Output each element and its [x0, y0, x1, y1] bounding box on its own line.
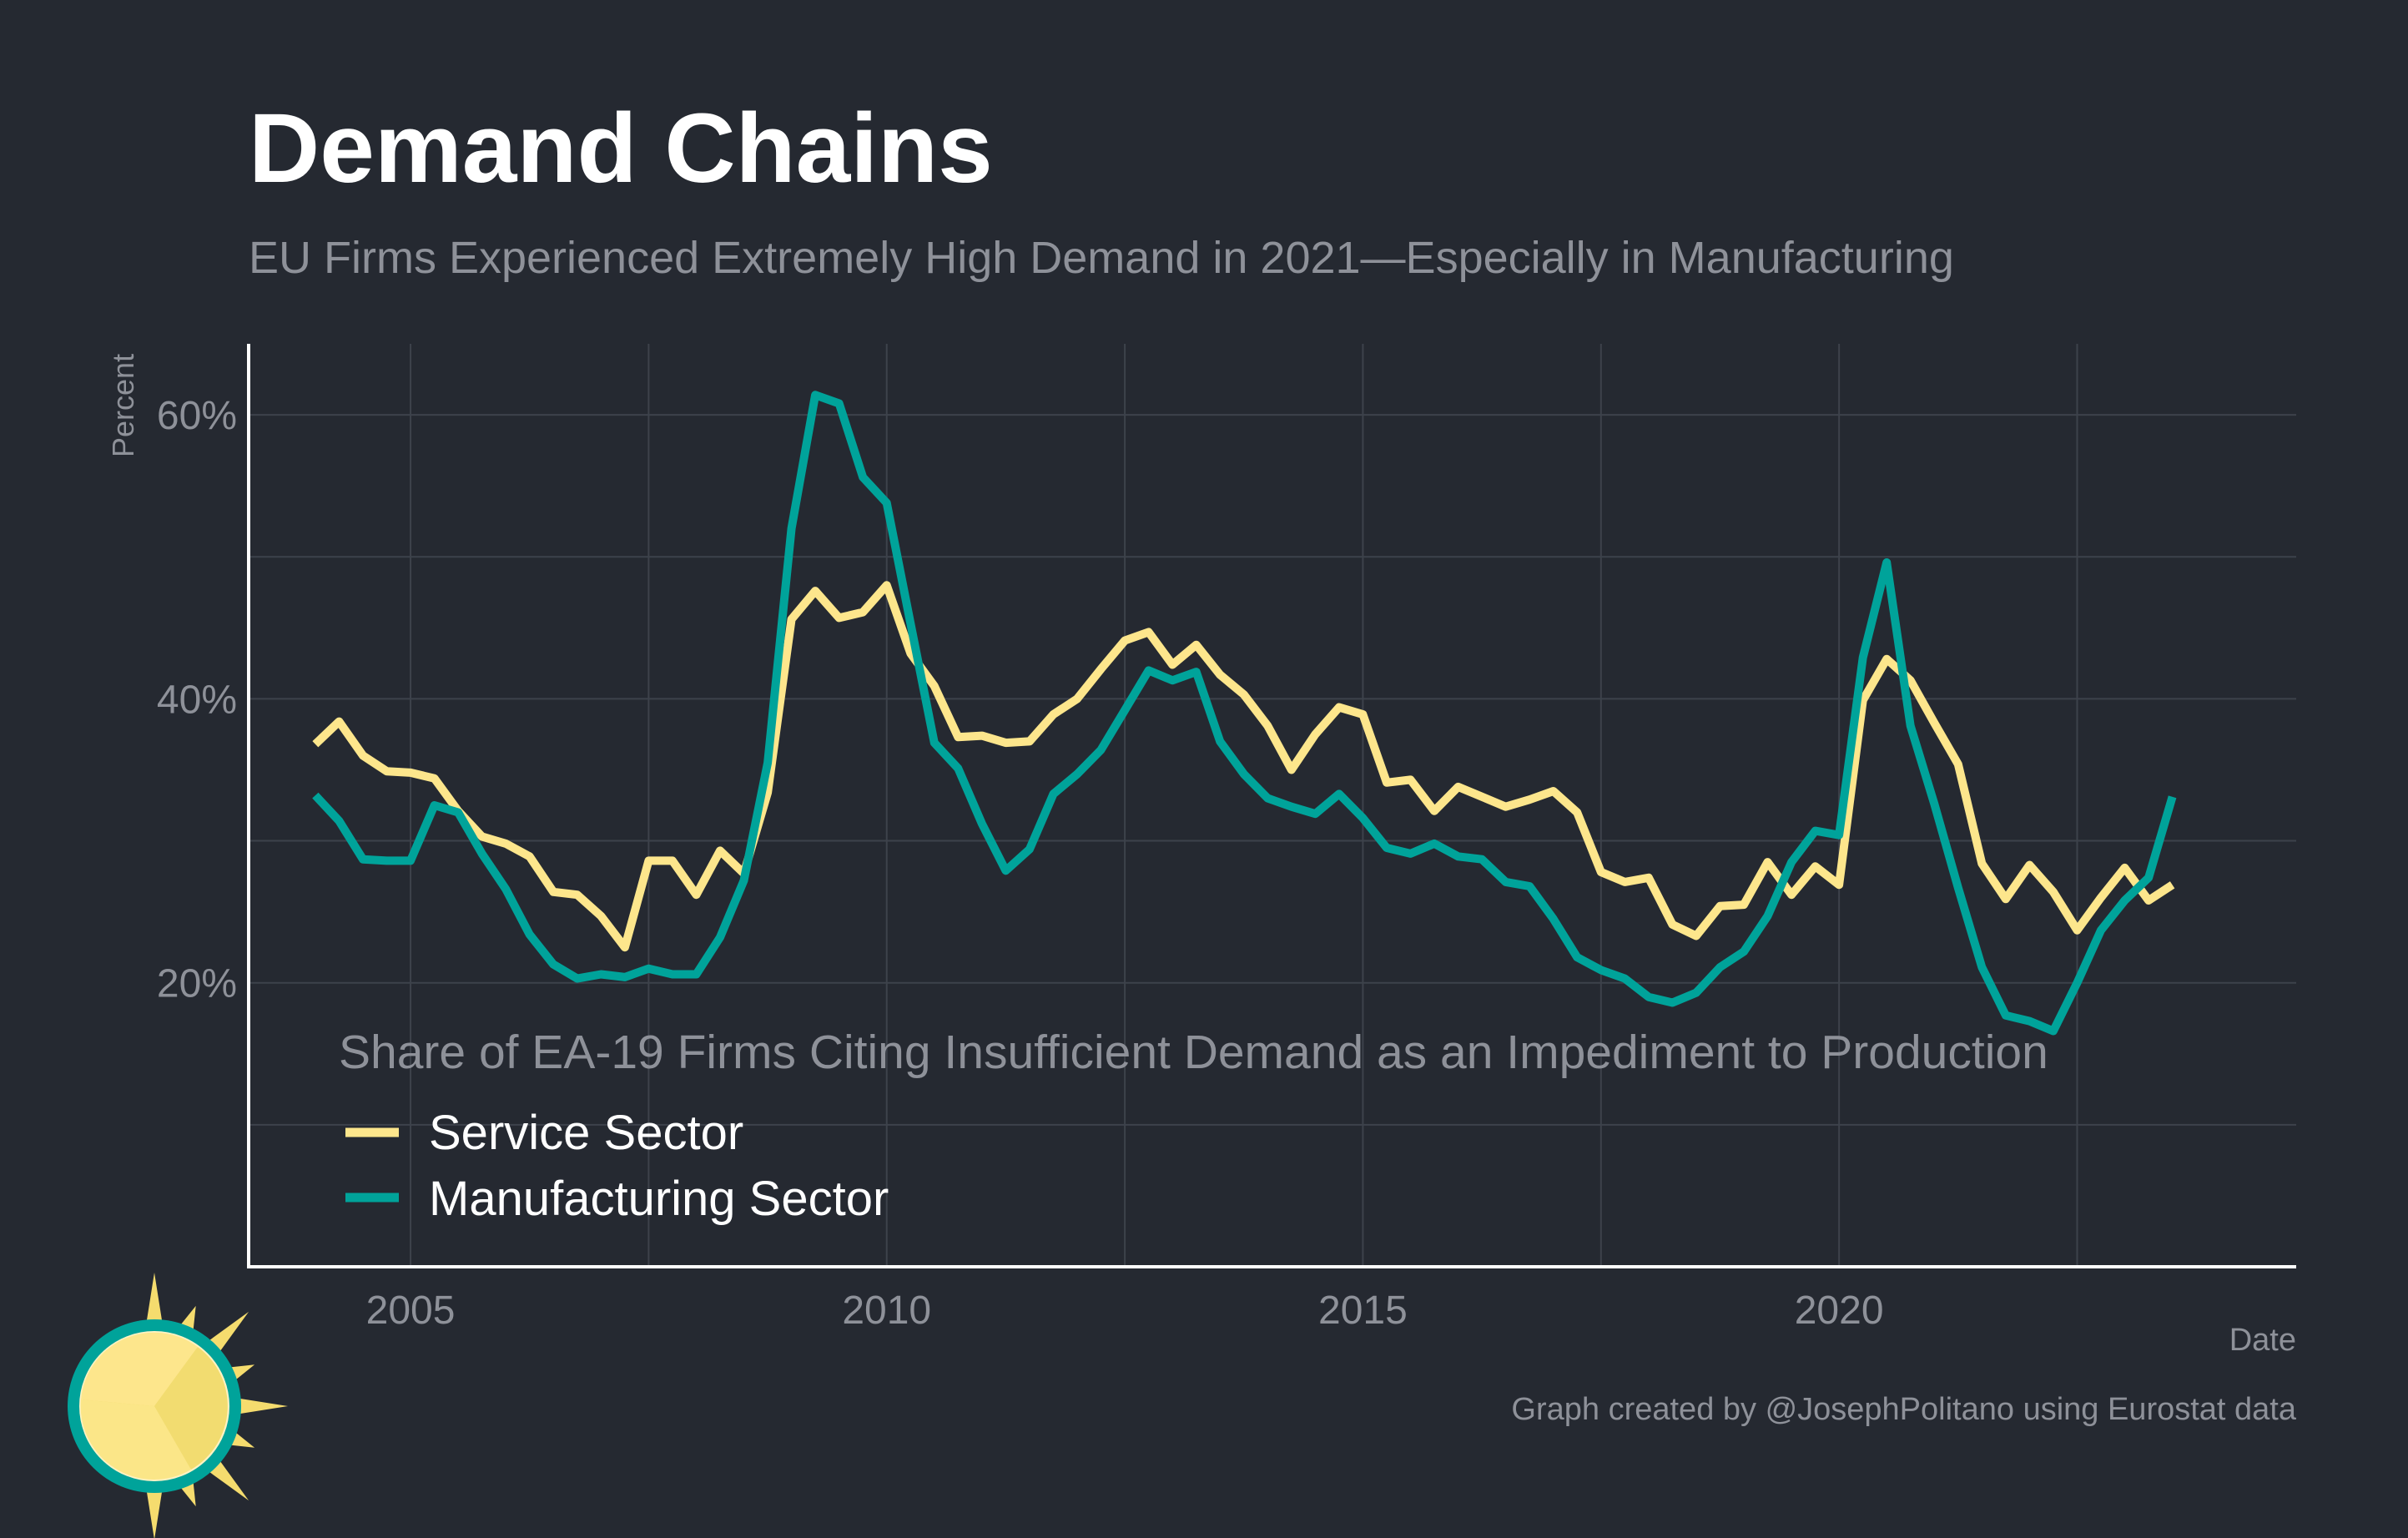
y-axis-title: Percent [106, 354, 140, 457]
y-tick-label: 20% [157, 962, 237, 1006]
legend-label-service: Service Sector [429, 1106, 743, 1160]
series-line-service [312, 581, 2175, 952]
sun-ray [145, 1273, 164, 1328]
sun-ray [233, 1397, 288, 1415]
legend-label-manufacturing: Manufacturing Sector [429, 1172, 889, 1226]
series-line-manufacturing [312, 391, 2177, 1036]
x-tick-label: 2020 [1795, 1288, 1884, 1333]
chart-title: Demand Chains [249, 93, 993, 204]
x-tick-label: 2010 [842, 1288, 931, 1333]
y-tick-label: 60% [157, 394, 237, 438]
x-tick-label: 2015 [1318, 1288, 1408, 1333]
legend: Share of EA-19 Firms Citing Insufficient… [339, 1026, 2048, 1226]
chart-subtitle: EU Firms Experienced Extremely High Dema… [249, 233, 1954, 283]
y-tick-label: 40% [157, 678, 237, 722]
x-tick-label: 2005 [366, 1288, 456, 1333]
sun-logo-icon [68, 1273, 288, 1538]
sun-ray [145, 1485, 164, 1538]
legend-title: Share of EA-19 Firms Citing Insufficient… [339, 1026, 2048, 1079]
series-lines [312, 391, 2177, 1036]
axes [247, 344, 2296, 1268]
x-axis-ticks: 2005 2010 2015 2020 [366, 1288, 1884, 1333]
source-caption: Graph created by @JosephPolitano using E… [1511, 1392, 2296, 1427]
y-axis-ticks: 20% 40% 60% [157, 394, 237, 1006]
x-axis-title: Date [2229, 1323, 2296, 1358]
gridlines [249, 344, 2296, 1267]
